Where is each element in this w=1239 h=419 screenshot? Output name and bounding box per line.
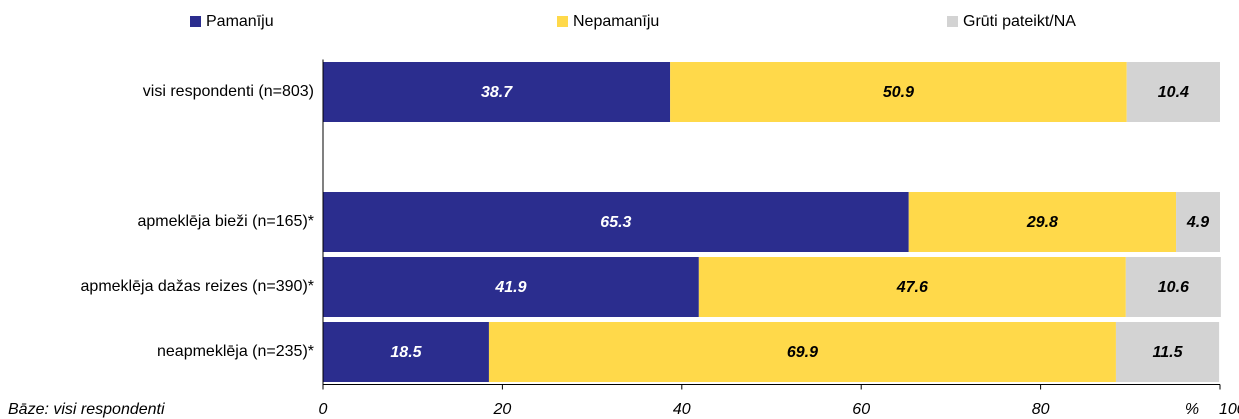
data-label: 18.5	[390, 344, 422, 361]
bar-segment	[1115, 322, 1220, 382]
legend-label: Pamanīju	[206, 13, 274, 30]
y-tick-label: neapmeklēja (n=235)*	[157, 343, 314, 360]
x-tick-label: 100	[1219, 401, 1239, 418]
x-tick-label: 80	[1032, 401, 1050, 418]
data-label: 50.9	[883, 84, 914, 101]
bar-segment	[1125, 257, 1221, 317]
data-label: 10.6	[1158, 279, 1189, 296]
bar-segment	[323, 322, 489, 382]
bar-segment	[670, 62, 1127, 122]
bar-segment	[1126, 62, 1220, 122]
legend-label: Nepamanīju	[573, 13, 659, 30]
data-label: 47.6	[896, 279, 928, 296]
bar-segment	[698, 257, 1126, 317]
legend-swatch	[557, 16, 568, 27]
x-tick-label: 40	[673, 401, 691, 418]
bar-segment	[908, 192, 1177, 252]
data-label: 38.7	[481, 84, 513, 101]
data-label: 65.3	[600, 214, 631, 231]
x-tick-label: 20	[493, 401, 512, 418]
data-label: 69.9	[787, 344, 818, 361]
bar-segment	[323, 192, 909, 252]
data-label: 10.4	[1158, 84, 1189, 101]
legend-label: Grūti pateikt/NA	[963, 13, 1076, 30]
bar-segment	[488, 322, 1116, 382]
bar-segment	[323, 62, 671, 122]
data-label: 4.9	[1186, 214, 1209, 231]
data-label: 29.8	[1026, 214, 1058, 231]
y-tick-label: apmeklēja dažas reizes (n=390)*	[81, 278, 314, 295]
y-tick-label: apmeklēja bieži (n=165)*	[137, 213, 314, 230]
legend-swatch	[947, 16, 958, 27]
note: Bāze: visi respondenti	[8, 401, 165, 418]
data-label: 41.9	[494, 279, 526, 296]
legend-swatch	[190, 16, 201, 27]
data-label: 11.5	[1153, 344, 1184, 361]
x-axis-label: %	[1185, 401, 1199, 418]
x-tick-label: 0	[319, 401, 328, 418]
bar-segment	[1176, 192, 1220, 252]
x-tick-label: 60	[852, 401, 870, 418]
y-tick-label: visi respondenti (n=803)	[143, 83, 314, 100]
bar-segment	[323, 257, 699, 317]
